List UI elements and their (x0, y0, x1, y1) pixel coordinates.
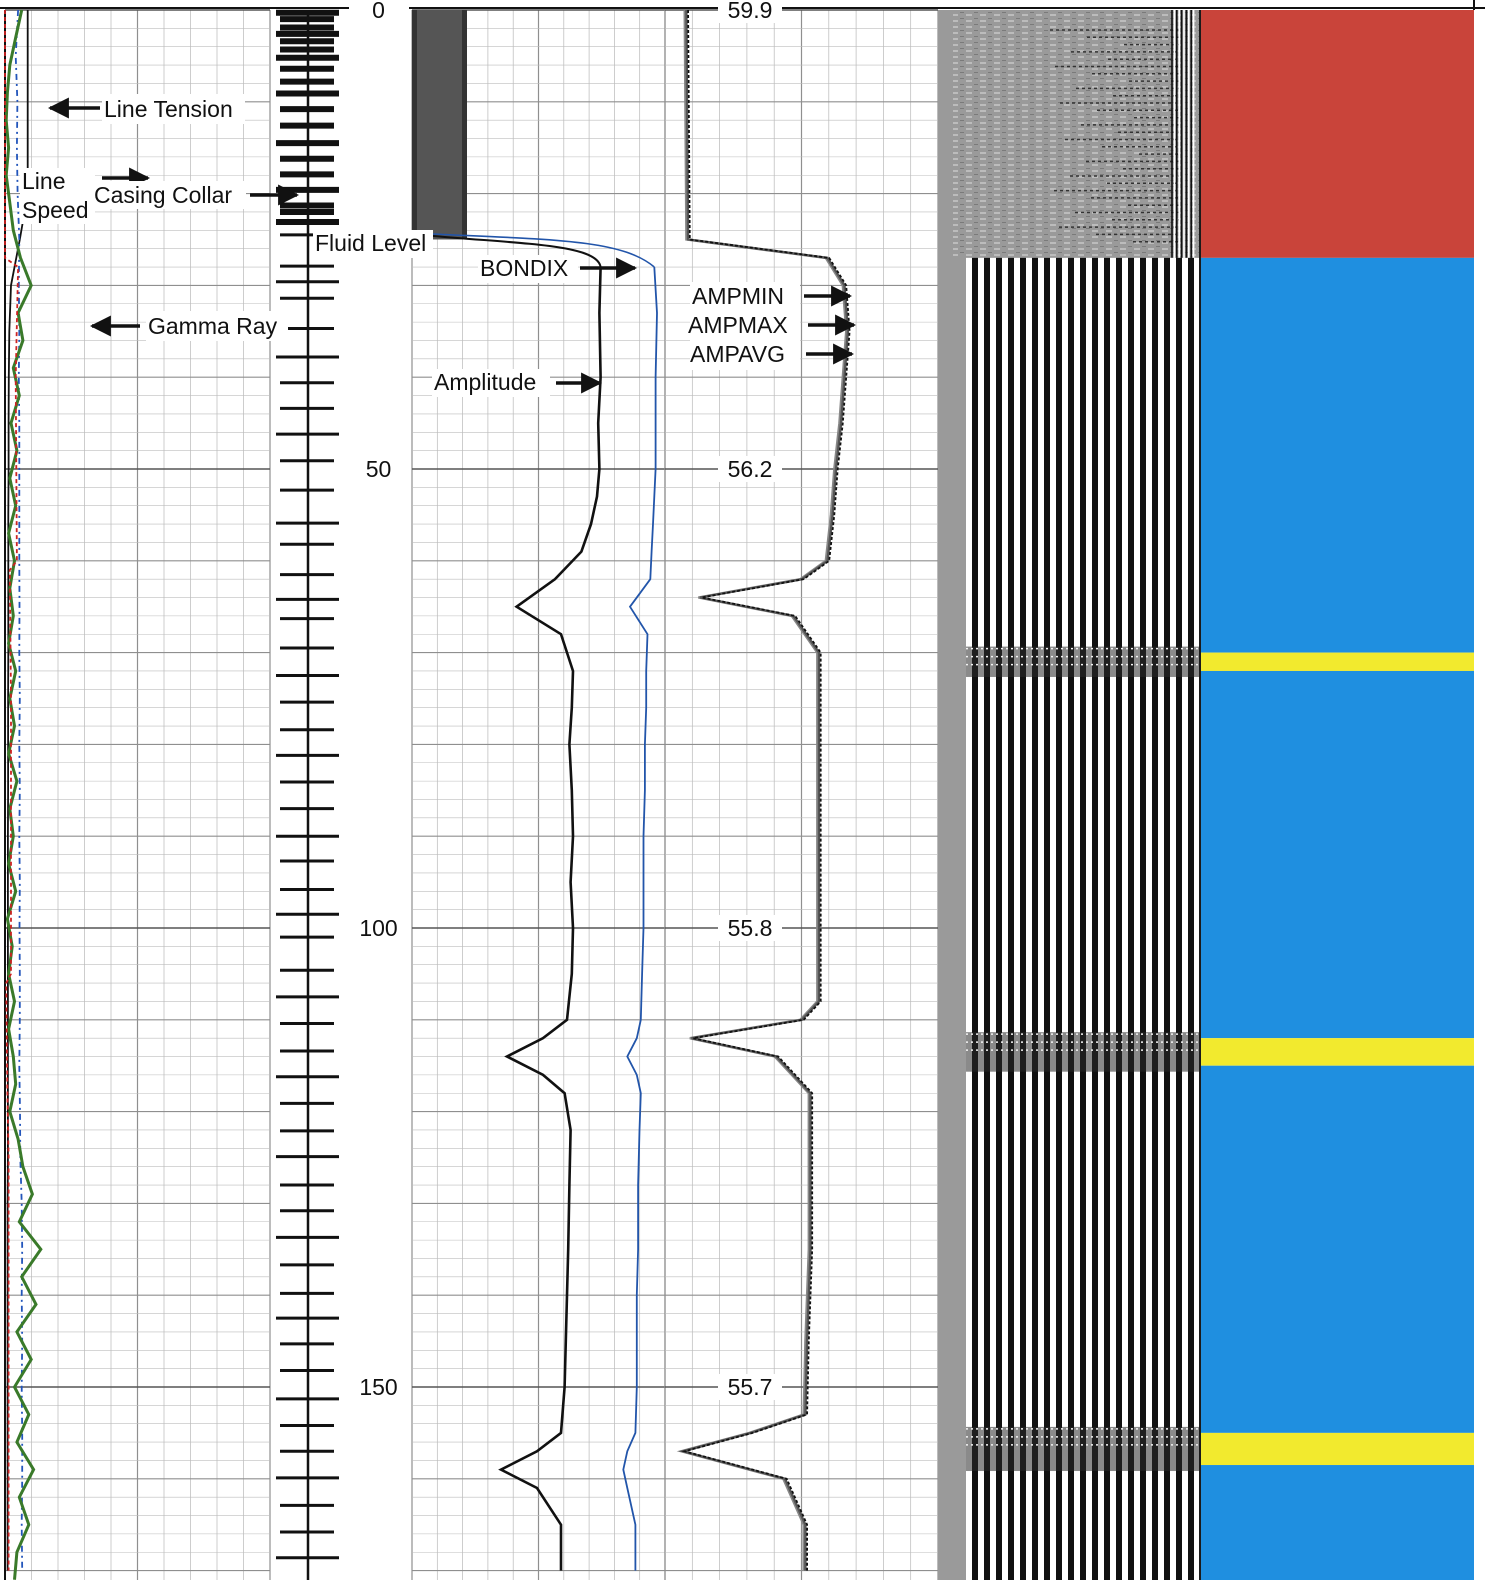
track3-curves: 59.9 56.2 55.8 55.7 (676, 0, 851, 1571)
line-speed-curve (14, 9, 24, 1571)
track3-value-label: 55.8 (728, 915, 773, 941)
depth-tick-label: 100 (359, 915, 397, 941)
label-line-speed-1: Line (22, 168, 65, 194)
depth-label-bg (349, 0, 409, 23)
label-bg (94, 181, 246, 209)
label-bg (690, 282, 800, 370)
bond-map-band-blue (1200, 1065, 1474, 1433)
label-casing-collar: Casing Collar (94, 182, 232, 208)
bond-map-band-yellow (1200, 652, 1474, 671)
label-ampmin: AMPMIN (692, 283, 784, 309)
ampmax-curve (678, 9, 850, 1571)
label-bg (478, 255, 578, 283)
bond-map-band-red (1200, 10, 1474, 258)
amplitude-transition (431, 234, 602, 268)
track3-value-label: 59.9 (728, 0, 773, 23)
depth-label-bg (349, 915, 409, 941)
label-bg (313, 230, 433, 258)
depth-value-bg (718, 0, 782, 23)
ampavg-curve (681, 9, 851, 1571)
bond-map-band-blue (1200, 1465, 1474, 1580)
vdl-disruption (966, 1032, 1200, 1072)
casing-collar-track (276, 9, 339, 1580)
track3-grid (664, 9, 939, 1580)
depth-label-bg (349, 456, 409, 482)
depth-tick-label: 50 (366, 456, 392, 482)
bond-map-band-yellow (1200, 1038, 1474, 1066)
vdl-disruption (966, 646, 1200, 677)
label-amplitude: Amplitude (434, 369, 536, 395)
label-line-speed-2: Speed (22, 197, 89, 223)
depth-tick-label: 150 (359, 1374, 397, 1400)
label-bg (146, 311, 288, 341)
depth-value-bg (718, 915, 782, 941)
vdl-cemented (966, 257, 1200, 1580)
label-line-tension: Line Tension (104, 96, 233, 122)
vdl-track (938, 10, 1200, 1580)
vdl-disruption (966, 1426, 1200, 1472)
depth-label-bg (349, 1374, 409, 1400)
fluid-column-inner (417, 10, 462, 240)
track3-value-label: 56.2 (728, 456, 773, 482)
label-gamma-ray: Gamma Ray (148, 313, 278, 339)
label-bg (432, 369, 550, 397)
line-tension-curve (6, 10, 29, 1571)
bond-map-band-blue (1200, 670, 1474, 1039)
bond-map-band-blue (1200, 257, 1474, 653)
bond-map-track (1199, 10, 1474, 1580)
auxiliary-curve (4, 10, 20, 1571)
label-bg (20, 168, 95, 224)
label-fluid-level: Fluid Level (315, 230, 426, 256)
amplitude-curve (498, 266, 602, 1571)
label-ampmax: AMPMAX (688, 312, 788, 338)
depth-tick-label: 0 (372, 0, 385, 23)
track1-curves (4, 9, 43, 1580)
depth-axis: 0 50 100 150 (349, 0, 409, 1400)
label-bg (102, 94, 245, 124)
bondix-transition (431, 233, 655, 268)
bond-map-band-yellow (1200, 1432, 1474, 1466)
track-grids (4, 9, 939, 1580)
depth-value-bg (718, 456, 782, 482)
track2-curves (412, 10, 658, 1571)
label-ampavg: AMPAVG (690, 341, 785, 367)
depth-value-bg (718, 1374, 782, 1400)
label-bondix: BONDIX (480, 255, 568, 281)
track3-value-label: 55.7 (728, 1374, 773, 1400)
bondix-curve (622, 266, 658, 1571)
vdl-free-pipe (953, 10, 1200, 258)
gamma-ray-curve (4, 9, 43, 1580)
